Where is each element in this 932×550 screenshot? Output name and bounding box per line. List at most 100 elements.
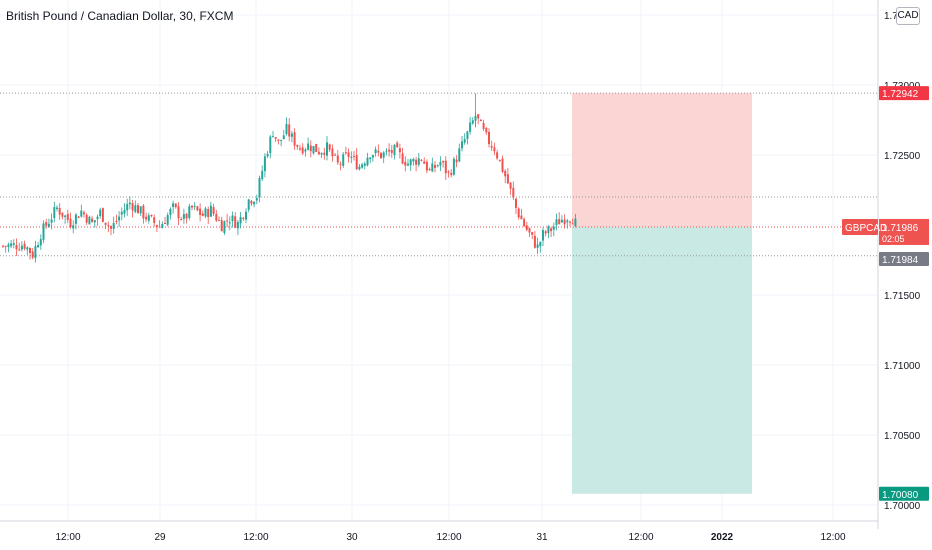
candle-body bbox=[428, 168, 431, 170]
candle-body bbox=[10, 243, 13, 247]
candle-body bbox=[266, 153, 269, 157]
candle-body bbox=[290, 133, 293, 137]
candle-body bbox=[231, 215, 234, 222]
candle-body bbox=[199, 208, 202, 215]
stop-loss-zone[interactable] bbox=[572, 93, 752, 227]
candle-body bbox=[88, 216, 91, 225]
candle-body bbox=[423, 161, 426, 164]
candle-body bbox=[390, 149, 393, 153]
candle-body bbox=[236, 221, 239, 229]
candle-body bbox=[66, 213, 69, 220]
candle-body bbox=[85, 214, 88, 223]
candle-body bbox=[382, 152, 385, 158]
time-tick-label: 12:00 bbox=[820, 532, 845, 543]
candle-body bbox=[218, 219, 220, 221]
take-profit-zone[interactable] bbox=[572, 226, 752, 494]
candle-body bbox=[353, 155, 355, 157]
candle-body bbox=[447, 171, 450, 173]
candle-body bbox=[112, 222, 115, 229]
candle-body bbox=[496, 152, 499, 159]
candle-body bbox=[242, 217, 245, 219]
candle-body bbox=[371, 155, 374, 158]
candle-body bbox=[531, 232, 534, 235]
candle-body bbox=[209, 205, 212, 217]
candle-body bbox=[482, 123, 485, 129]
chart-title: British Pound / Canadian Dollar, 30, FXC… bbox=[6, 9, 234, 23]
candle-body bbox=[77, 216, 80, 218]
candle-body bbox=[336, 155, 339, 163]
candle-body bbox=[442, 161, 445, 163]
candle-body bbox=[436, 165, 439, 167]
candle-body bbox=[452, 158, 455, 175]
candle-body bbox=[425, 161, 428, 171]
candle-body bbox=[490, 146, 493, 148]
candle-body bbox=[147, 215, 150, 221]
candle-body bbox=[164, 222, 166, 224]
target-price-tag: 1.70080 bbox=[882, 490, 919, 501]
candle-body bbox=[466, 131, 469, 139]
candle-body bbox=[155, 225, 158, 227]
candle-body bbox=[539, 241, 542, 247]
candle-body bbox=[326, 142, 328, 156]
candle-body bbox=[493, 147, 496, 152]
candle-body bbox=[145, 216, 148, 220]
candle-body bbox=[334, 154, 337, 156]
time-tick-label: 29 bbox=[154, 532, 166, 543]
candle-body bbox=[20, 245, 23, 250]
candle-body bbox=[188, 206, 191, 219]
candle-body bbox=[455, 159, 458, 163]
candle-body bbox=[312, 146, 315, 154]
candle-body bbox=[58, 207, 61, 215]
currency-button[interactable]: CAD bbox=[896, 7, 920, 25]
candle-body bbox=[380, 152, 382, 159]
time-tick-label: 31 bbox=[536, 532, 548, 543]
candle-body bbox=[250, 200, 253, 204]
candle-body bbox=[404, 161, 407, 166]
candle-body bbox=[115, 220, 118, 222]
candle-body bbox=[401, 153, 404, 164]
candle-body bbox=[142, 205, 145, 219]
candle-body bbox=[245, 211, 247, 220]
time-tick-label: 12:00 bbox=[55, 532, 80, 543]
candle-body bbox=[12, 243, 15, 245]
candle-body bbox=[196, 206, 199, 211]
candle-body bbox=[177, 206, 180, 219]
avg-price-tag-bg bbox=[879, 251, 929, 266]
candle-body bbox=[223, 221, 226, 233]
candle-body bbox=[304, 149, 307, 152]
time-tick-label: 2022 bbox=[711, 532, 734, 543]
candle-body bbox=[501, 158, 504, 172]
candle-body bbox=[74, 214, 77, 224]
candle-body bbox=[272, 136, 274, 138]
candle-body bbox=[139, 206, 142, 214]
candle-body bbox=[126, 203, 129, 211]
candle-body bbox=[566, 220, 569, 223]
target-price-tag-bg bbox=[879, 486, 929, 501]
candle-body bbox=[385, 150, 388, 152]
candle-body bbox=[450, 173, 453, 175]
candle-body bbox=[374, 149, 377, 154]
candle-body bbox=[560, 219, 563, 223]
candle-body bbox=[118, 216, 121, 221]
candle-body bbox=[182, 214, 185, 219]
candle-body bbox=[498, 159, 501, 161]
candle-body bbox=[255, 197, 258, 201]
candle-body bbox=[220, 220, 223, 232]
candle-body bbox=[528, 228, 531, 233]
stop-price-tag-bg bbox=[879, 86, 929, 101]
candle-body bbox=[93, 220, 96, 223]
candle-body bbox=[42, 223, 45, 240]
candle-body bbox=[50, 219, 53, 223]
candle-body bbox=[509, 182, 512, 189]
candle-body bbox=[137, 205, 139, 214]
candle-body bbox=[174, 203, 177, 208]
candle-body bbox=[431, 163, 434, 172]
time-tick-label: 12:00 bbox=[628, 532, 653, 543]
candle-body bbox=[293, 132, 296, 146]
candle-body bbox=[201, 213, 204, 216]
stop-price-tag: 1.72942 bbox=[882, 89, 919, 100]
candle-body bbox=[104, 222, 107, 225]
candle-body bbox=[37, 244, 40, 248]
candle-body bbox=[344, 152, 347, 154]
